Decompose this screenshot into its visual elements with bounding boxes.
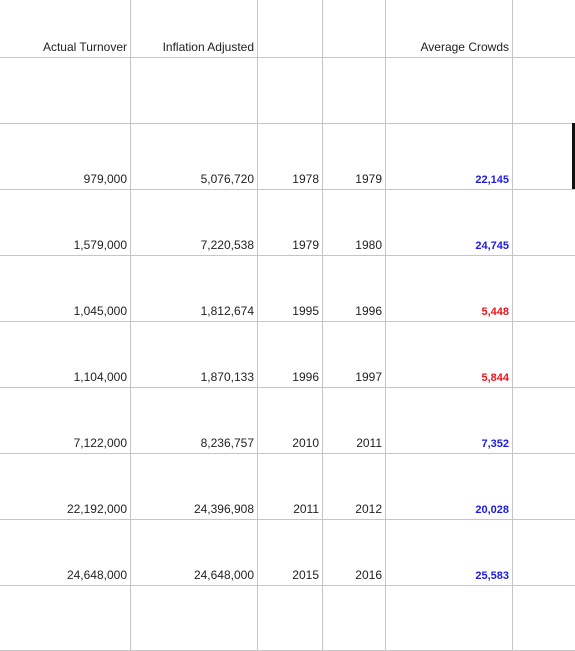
selection-edge	[572, 123, 575, 189]
cell[interactable]: 1996	[292, 370, 319, 384]
header-cell[interactable]: Actual Turnover	[43, 40, 127, 54]
cell[interactable]: 22,145	[475, 174, 509, 186]
cell[interactable]: 1,579,000	[74, 238, 128, 252]
cell[interactable]: 7,352	[481, 438, 509, 450]
header-cell[interactable]: Inflation Adjusted	[163, 40, 254, 54]
cell[interactable]: 22,192,000	[67, 502, 127, 516]
cell[interactable]: 1,104,000	[74, 370, 128, 384]
cell[interactable]: 24,648,000	[67, 568, 127, 582]
cell[interactable]: 7,122,000	[74, 436, 128, 450]
cell[interactable]: 2016	[355, 568, 382, 582]
cell[interactable]: 2015	[292, 568, 319, 582]
cell[interactable]: 24,745	[475, 240, 509, 252]
cell[interactable]: 5,076,720	[201, 172, 255, 186]
cell[interactable]: 2012	[355, 502, 382, 516]
cell[interactable]: 20,028	[475, 504, 509, 516]
cell[interactable]: 2011	[356, 436, 382, 450]
cell[interactable]: 2011	[293, 502, 319, 516]
cell[interactable]: 979,000	[84, 172, 128, 186]
cell[interactable]: 1,870,133	[201, 370, 255, 384]
cell[interactable]: 1978	[292, 172, 319, 186]
cell[interactable]: 1995	[292, 304, 319, 318]
cell[interactable]: 5,844	[481, 372, 509, 384]
cell[interactable]: 8,236,757	[201, 436, 255, 450]
cell[interactable]: 1996	[355, 304, 382, 318]
cell[interactable]: 1997	[355, 370, 382, 384]
cell[interactable]: 1,045,000	[74, 304, 128, 318]
cell[interactable]: 1979	[355, 172, 382, 186]
cell[interactable]: 1980	[355, 238, 382, 252]
cell[interactable]: 24,648,000	[194, 568, 254, 582]
cell[interactable]: 5,448	[481, 306, 509, 318]
cell[interactable]: 7,220,538	[201, 238, 255, 252]
cell[interactable]: 1979	[292, 238, 319, 252]
cell[interactable]: 1,812,674	[201, 304, 255, 318]
header-cell[interactable]: Average Crowds	[421, 40, 510, 54]
cell[interactable]: 2010	[292, 436, 319, 450]
cell[interactable]: 25,583	[475, 570, 509, 582]
cell[interactable]: 24,396,908	[194, 502, 254, 516]
rows: 979,000 5,076,720 1978 1979 22,145 1,579,000 7…	[67, 172, 510, 582]
